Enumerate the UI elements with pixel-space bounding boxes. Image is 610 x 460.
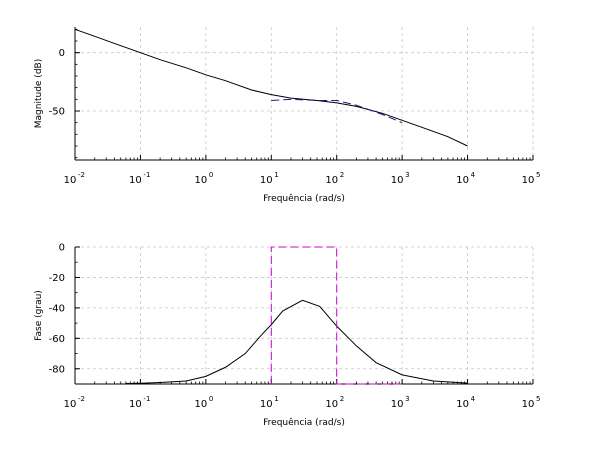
magnitude-panel: 10 -2 10 -1 10 0 10 1 10 2 10 3 10 4 10 50-50Frequência… [34,27,540,204]
x-tick-exponent: 0 [209,395,213,403]
y-tick-label: 0 [59,48,65,59]
x-tick-label: 10 [194,175,207,186]
phase-series-2 [270,246,403,385]
x-tick-label: 10 [64,175,77,186]
x-tick-exponent: 2 [340,395,344,403]
x-tick-label: 10 [129,399,142,410]
x-tick-exponent: -1 [143,395,150,403]
y-tick-label: -50 [49,107,65,118]
magnitude-series-1 [74,28,468,147]
x-tick-exponent: 4 [471,171,476,179]
x-axis-label: Frequência (rad/s) [263,193,345,204]
x-tick-label: 10 [456,175,469,186]
x-tick-exponent: -2 [78,171,85,179]
x-tick-label: 10 [522,399,535,410]
magnitude-series-2 [271,98,403,124]
x-tick-label: 10 [456,399,469,410]
y-tick-label: -80 [49,364,65,375]
x-tick-label: 10 [129,175,142,186]
y-tick-label: -20 [49,273,65,284]
x-tick-label: 10 [522,175,535,186]
x-tick-exponent: -1 [143,171,150,179]
x-tick-exponent: 1 [274,171,278,179]
x-tick-label: 10 [194,399,207,410]
x-tick-exponent: 3 [405,395,409,403]
x-tick-exponent: 2 [340,171,344,179]
x-tick-label: 10 [260,175,273,186]
x-tick-label: 10 [325,175,338,186]
phase-panel: 10 -2 10 -1 10 0 10 1 10 2 10 3 10 4 10 50-20-40-60-80F… [34,243,540,429]
x-tick-label: 10 [260,399,273,410]
x-tick-exponent: 1 [274,395,278,403]
x-tick-exponent: 4 [471,395,476,403]
x-tick-exponent: 5 [536,395,540,403]
x-tick-label: 10 [325,399,338,410]
x-tick-label: 10 [64,399,77,410]
y-axis-label: Magnitude (dB) [34,59,44,128]
x-tick-exponent: 5 [536,171,540,179]
x-tick-exponent: 0 [209,171,213,179]
x-axis-label: Frequência (rad/s) [263,417,345,428]
phase-series-1 [125,299,468,385]
y-tick-label: -40 [49,303,65,314]
y-tick-label: 0 [59,243,65,254]
y-tick-label: -60 [49,334,65,345]
x-tick-label: 10 [391,399,404,410]
x-tick-exponent: -2 [78,395,85,403]
y-axis-label: Fase (grau) [34,290,44,341]
x-tick-label: 10 [391,175,404,186]
x-tick-exponent: 3 [405,171,409,179]
